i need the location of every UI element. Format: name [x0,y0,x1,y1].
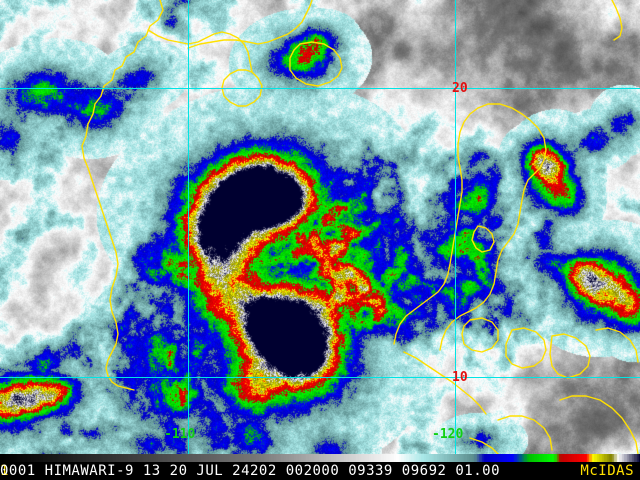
latitude-label-20: 20 [452,81,468,96]
gridline-longitude-110 [188,0,189,462]
image-annotation-text: 0001 HIMAWARI-9 13 20 JUL 24202 002000 0… [0,463,501,479]
gridline-latitude-10 [0,377,640,378]
satellite-image-area[interactable]: 20 10 -110 -120 [0,0,640,462]
enhancement-color-bar-canvas[interactable] [0,454,640,462]
longitude-label-110: -110 [164,427,196,442]
longitude-label-120: -120 [432,427,464,442]
infrared-satellite-image[interactable] [0,0,640,462]
enhancement-color-bar[interactable] [0,454,640,462]
frame-number-label: 1 [0,463,9,479]
annotation-bar: 1 0001 HIMAWARI-9 13 20 JUL 24202 002000… [0,462,640,480]
mcidas-brand-label: McIDAS [580,463,634,479]
gridline-longitude-120 [455,0,456,462]
gridline-latitude-20 [0,88,640,89]
latitude-label-10: 10 [452,370,468,385]
